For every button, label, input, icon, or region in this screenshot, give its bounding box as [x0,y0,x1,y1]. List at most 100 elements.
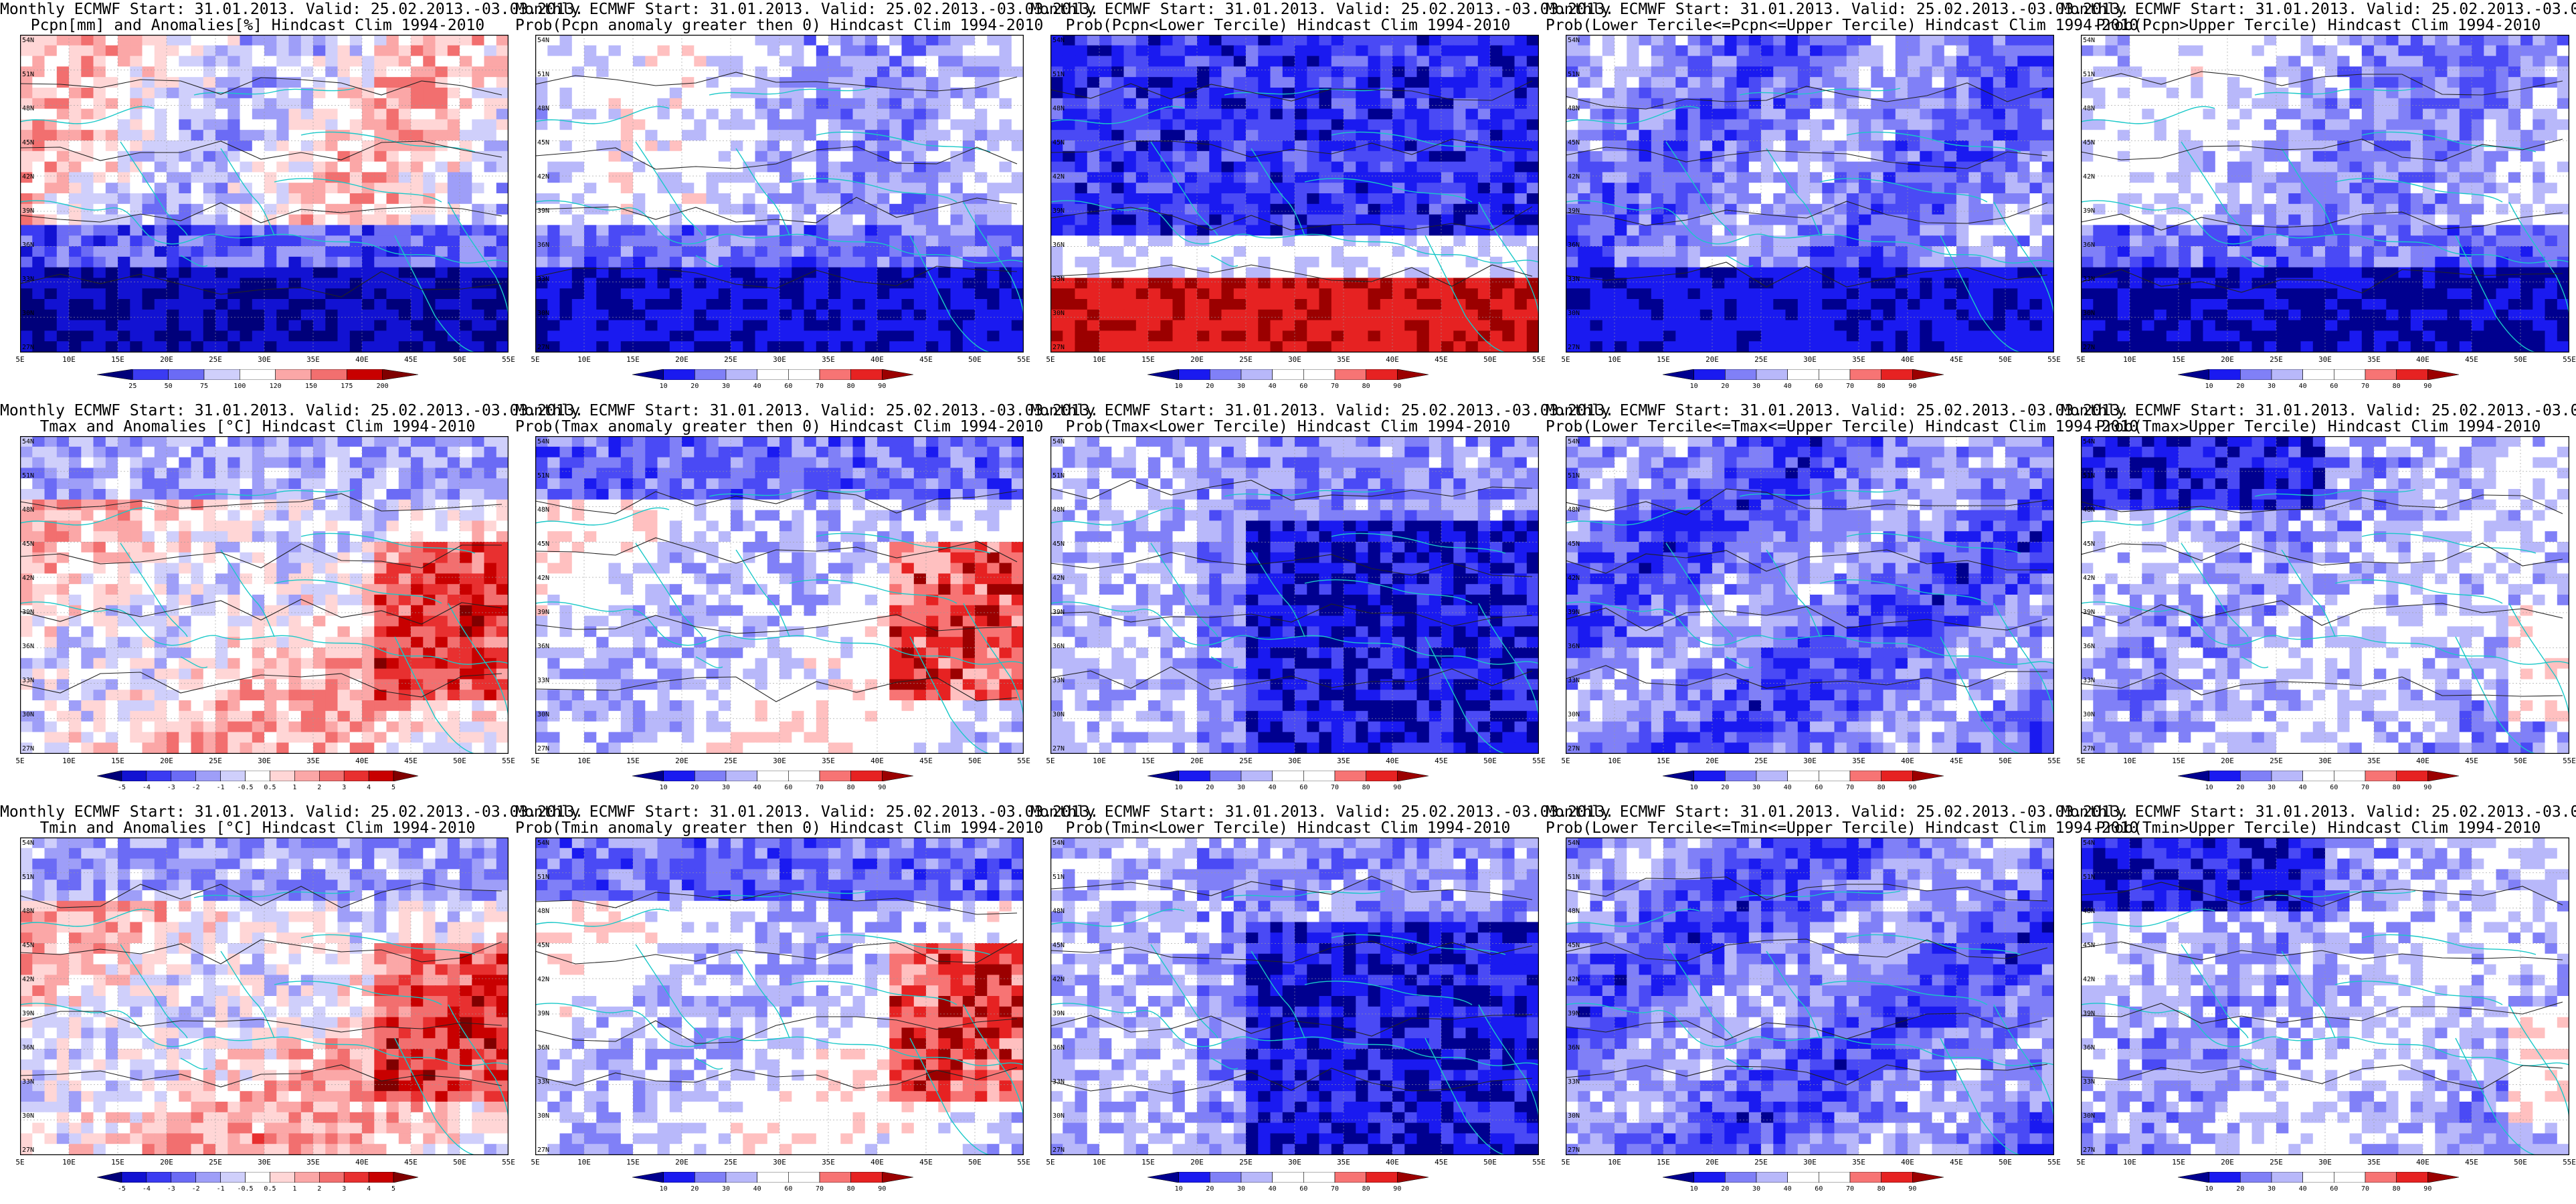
lat-label: 39N [22,609,34,616]
lon-label: 55E [2563,757,2576,765]
lat-label: 27N [2083,745,2095,752]
lon-label: 15E [1141,355,1155,364]
lat-label: 30N [22,310,34,317]
colorbar-swatch [245,1172,270,1183]
colorbar-swatch [882,1172,913,1183]
lon-label: 10E [2123,1158,2136,1167]
lon-label: 55E [2563,355,2576,364]
lat-label: 45N [22,139,34,146]
lon-label: 10E [2123,355,2136,364]
colorbar-swatch [1849,771,1881,781]
colorbar-label: -3 [167,1185,175,1193]
lat-label: 54N [1568,839,1580,847]
lon-label: 55E [2047,757,2061,765]
colorbar-label: 60 [1815,784,1823,791]
colorbar-label: 5 [391,1185,396,1193]
lon-label: 10E [1608,355,1621,364]
lon-label: 45E [404,355,418,364]
colorbar-label: 70 [815,1185,824,1193]
lon-label: 50E [2514,355,2527,364]
graticule [20,35,509,353]
contours [20,882,502,1088]
lon-label: 35E [822,355,835,364]
contours [2081,494,2563,697]
lat-label: 45N [537,942,549,949]
lat-label: 54N [1052,839,1065,847]
colorbar-swatch [2302,369,2334,380]
lat-label: 48N [1568,105,1580,112]
lat-label: 39N [2083,1010,2095,1017]
lat-label: 51N [1052,874,1065,881]
colorbar-swatch [1881,771,1913,781]
colorbar [2178,369,2459,380]
lon-label: 5E [2076,757,2086,765]
colorbar-swatch [393,771,418,781]
lon-label: 5E [15,1158,25,1167]
lat-label: 48N [22,908,34,915]
colorbar-swatch [1819,771,1851,781]
lat-label: 33N [1568,677,1580,684]
colorbar-label: 90 [2423,1185,2432,1193]
lat-label: 30N [537,310,549,317]
colorbar-swatch [1756,369,1788,380]
colorbar-label: 10 [659,784,668,791]
lat-label: 54N [2083,37,2095,44]
lon-label: 55E [1532,355,1546,364]
lon-label: 15E [111,1158,124,1167]
coastlines [535,489,1024,754]
lon-label: 15E [626,1158,640,1167]
lat-label: 54N [1568,37,1580,44]
lon-label: 55E [502,355,515,364]
lon-label: 40E [355,1158,369,1167]
lat-label: 36N [1568,643,1580,650]
lon-label: 35E [2367,355,2381,364]
colorbar-swatch [2334,771,2366,781]
colorbar-label: 90 [1908,1185,1917,1193]
lon-label: 25E [209,355,222,364]
colorbar-label: 60 [784,1185,793,1193]
lon-label: 55E [502,757,515,765]
lon-label: 40E [870,355,884,364]
colorbar-swatch [1210,369,1242,380]
lon-label: 25E [2270,355,2283,364]
lon-label: 55E [2563,1158,2576,1167]
lat-label: 30N [1052,310,1065,317]
colorbar-swatch [788,1172,820,1183]
lon-label: 25E [209,1158,222,1167]
lon-label: 20E [1706,1158,1719,1167]
map-frame [535,837,1024,1155]
lat-label: 36N [1568,241,1580,249]
colorbar-label: 4 [367,784,371,791]
colorbar-label: 4 [367,1185,371,1193]
lat-label: 27N [1052,1146,1065,1154]
colorbar-label: 90 [2423,383,2432,390]
lon-label: 20E [675,355,688,364]
lat-label: 36N [1052,643,1065,650]
colorbar-swatch [663,1172,695,1183]
colorbar-label: 20 [2236,784,2245,791]
colorbar-swatch [632,1172,664,1183]
colorbar-label: 20 [2236,383,2245,390]
shaded-field [1566,436,2054,754]
lat-label: 45N [1052,942,1065,949]
lon-label: 30E [258,355,271,364]
lat-label: 36N [22,1044,34,1051]
shaded-field [20,436,509,754]
colorbar-swatch [2427,771,2459,781]
lon-label: 55E [502,1158,515,1167]
graticule [1050,837,1539,1155]
colorbar-label: 60 [1299,1185,1308,1193]
colorbar-swatch [270,1172,295,1183]
colorbar-swatch [1725,369,1757,380]
lon-label: 55E [1017,1158,1030,1167]
colorbar-label: 10 [1689,784,1698,791]
colorbar-swatch [168,369,205,380]
colorbar-label: 5 [391,784,396,791]
map-frame [20,436,509,754]
panel-title-line2: Prob(Tmax>Upper Tercile) Hindcast Clim 1… [2096,418,2541,435]
lat-label: 51N [2083,71,2095,78]
panel-title-line2: Tmin and Anomalies [°C] Hindcast Clim 19… [39,819,476,837]
colorbar-swatch [203,369,240,380]
colorbar-swatch [310,369,347,380]
coastlines [2081,890,2569,1155]
